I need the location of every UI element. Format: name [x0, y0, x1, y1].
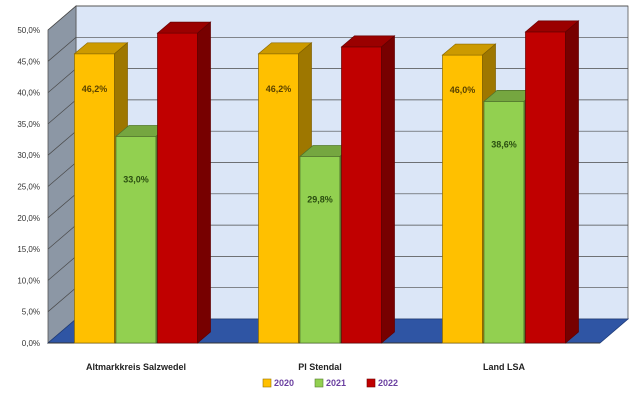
bar-side [565, 20, 579, 344]
gridline [47, 36, 628, 62]
bar-front [74, 53, 115, 344]
data-labels: 46,2% 33,0% 46,2% 29,8% 46,0% 38,6% [82, 84, 517, 205]
data-label: 29,8% [307, 194, 333, 204]
bar-2-2022 [340, 35, 396, 344]
y-tick-label: 20,0% [17, 214, 40, 223]
y-tick-label: 25,0% [17, 183, 40, 192]
y-tick-label: 50,0% [17, 26, 40, 35]
bar-front [115, 136, 157, 344]
legend: 2020 2021 2022 [262, 378, 398, 388]
bar-front [341, 46, 382, 344]
data-label: 33,0% [123, 174, 149, 184]
legend-item-2022: 2022 [366, 378, 398, 388]
legend-swatch [314, 378, 324, 388]
legend-label: 2020 [274, 378, 294, 388]
data-label: 38,6% [491, 139, 517, 149]
category-label: Altmarkkreis Salzwedel [86, 362, 186, 372]
y-tick-label: 15,0% [17, 245, 40, 254]
bar-side [381, 35, 395, 344]
bar-3-2022 [524, 20, 580, 344]
category-label: Land LSA [483, 362, 525, 372]
bar-1-2022 [156, 21, 212, 344]
y-tick-label: 10,0% [17, 276, 40, 285]
bar-front [483, 101, 525, 344]
y-axis-ticks: 0,0% 5,0% 10,0% 15,0% 20,0% 25,0% 30,0% 35,0% 40… [17, 26, 40, 348]
bar-front [442, 54, 483, 344]
y-tick-label: 0,0% [22, 339, 40, 348]
y-tick-label: 40,0% [17, 89, 40, 98]
legend-label: 2021 [326, 378, 346, 388]
legend-item-2021: 2021 [314, 378, 346, 388]
category-label: PI Stendal [298, 362, 342, 372]
data-label: 46,2% [82, 84, 108, 94]
x-axis-categories: Altmarkkreis Salzwedel PI Stendal Land LSA [86, 362, 526, 372]
y-tick-label: 45,0% [17, 57, 40, 66]
bar-front [157, 32, 198, 344]
y-tick-label: 5,0% [22, 308, 40, 317]
bar-front [525, 31, 566, 344]
gridline [47, 5, 628, 31]
bar-front [258, 53, 299, 344]
y-tick-label: 30,0% [17, 151, 40, 160]
legend-item-2020: 2020 [262, 378, 294, 388]
bar-front [299, 156, 341, 344]
legend-swatch [366, 378, 376, 388]
data-label: 46,0% [450, 85, 476, 95]
legend-swatch [262, 378, 272, 388]
legend-label: 2022 [378, 378, 398, 388]
bar-side [197, 21, 211, 344]
bars [73, 20, 580, 344]
data-label: 46,2% [266, 84, 292, 94]
y-tick-label: 35,0% [17, 120, 40, 129]
